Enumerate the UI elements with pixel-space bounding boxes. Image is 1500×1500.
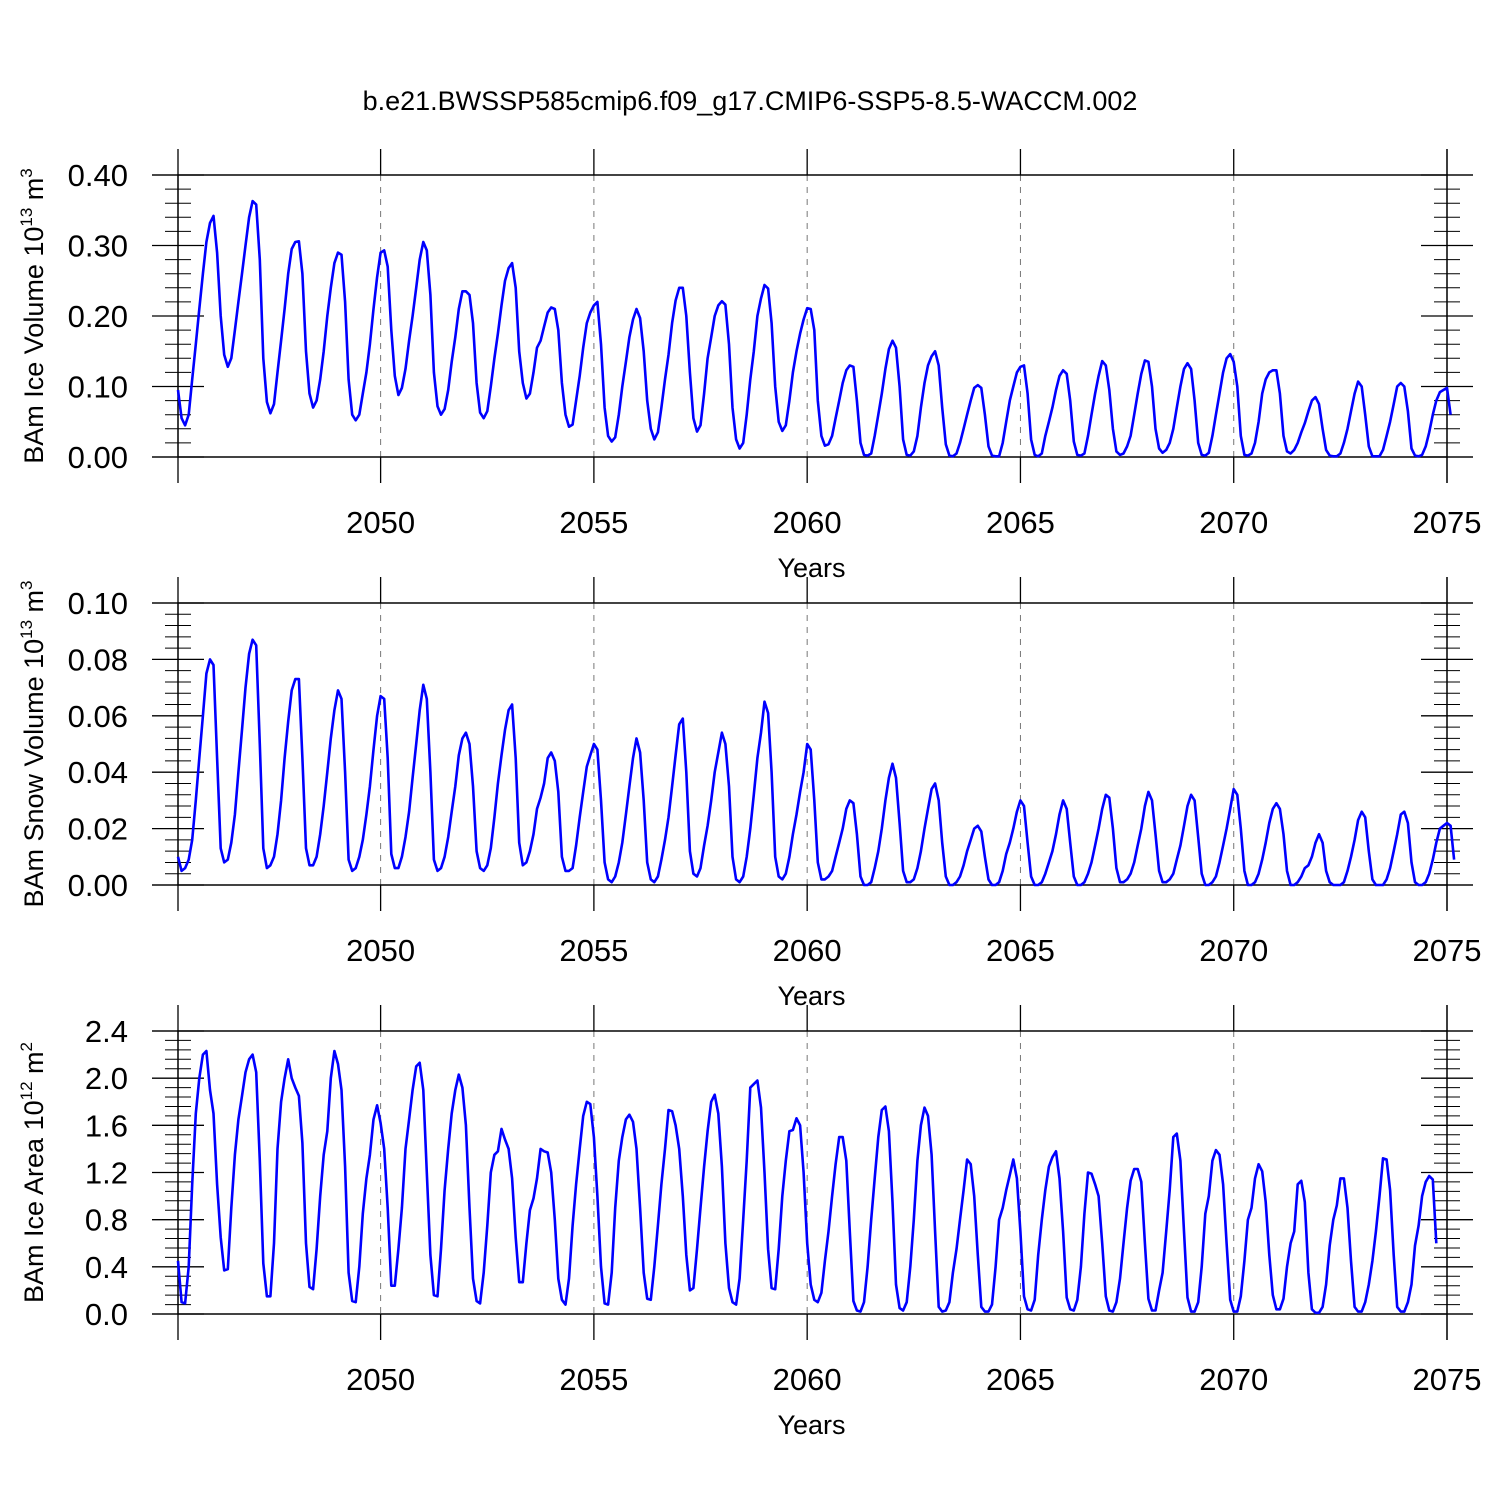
series-line (176, 199, 1452, 458)
panel-ice-area: 0.0 0.4 0.8 1.2 1.6 2.0 2.4 2050 2055 2060 2065 207… (17, 1005, 1481, 1440)
y-tick-label: 0.4 (85, 1250, 128, 1285)
x-tick-label: 2065 (986, 933, 1055, 968)
x-tick-label: 2060 (773, 933, 842, 968)
y-axis-label: BAm Ice Volume 1013 m3 (17, 168, 49, 464)
y-axis-label: BAm Snow Volume 1013 m3 (17, 580, 49, 907)
y-tick-label: 2.0 (85, 1061, 128, 1096)
x-axis-label: Years (777, 553, 845, 583)
y-tick-label: 0.00 (68, 868, 128, 903)
y-tick-label: 0.10 (68, 586, 128, 621)
x-tick-label: 2075 (1413, 1362, 1482, 1397)
x-tick-label: 2065 (986, 505, 1055, 540)
series-line (176, 638, 1456, 887)
panel-snow-volume: 0.00 0.02 0.04 0.06 0.08 0.10 2050 2055 2060 2065… (17, 577, 1481, 1011)
y-tick-label: 0.02 (68, 812, 128, 847)
x-tick-label: 2060 (773, 505, 842, 540)
x-tick-label: 2050 (346, 933, 415, 968)
x-axis-label: Years (777, 981, 845, 1011)
y-tick-label: 0.10 (68, 370, 128, 405)
x-tick-label: 2075 (1413, 505, 1482, 540)
series-line (176, 1049, 1438, 1315)
x-axis-label: Years (777, 1410, 845, 1440)
y-tick-label: 1.6 (85, 1108, 128, 1143)
x-tick-label: 2070 (1199, 1362, 1268, 1397)
x-tick-label: 2070 (1199, 505, 1268, 540)
y-tick-label: 0.04 (68, 755, 128, 790)
plot-frame (177, 602, 1448, 886)
x-tick-label: 2055 (559, 933, 628, 968)
y-tick-label: 0.20 (68, 299, 128, 334)
panel-ice-volume: 0.00 0.10 0.20 0.30 0.40 2050 2055 2060 2065 2070… (17, 149, 1481, 583)
x-tick-label: 2070 (1199, 933, 1268, 968)
y-axis-label: BAm Ice Area 1012 m2 (17, 1042, 49, 1303)
x-tick-label: 2065 (986, 1362, 1055, 1397)
y-tick-label: 0.0 (85, 1297, 128, 1332)
figure-title: b.e21.BWSSP585cmip6.f09_g17.CMIP6-SSP5-8… (362, 86, 1138, 116)
y-tick-label: 0.40 (68, 158, 128, 193)
x-tick-label: 2075 (1413, 933, 1482, 968)
y-tick-label: 0.30 (68, 229, 128, 264)
y-tick-label: 0.00 (68, 440, 128, 475)
x-tick-label: 2050 (346, 505, 415, 540)
y-tick-label: 2.4 (85, 1014, 128, 1049)
x-tick-label: 2055 (559, 1362, 628, 1397)
y-tick-label: 1.2 (85, 1156, 128, 1191)
y-tick-label: 0.8 (85, 1203, 128, 1238)
y-tick-label: 0.08 (68, 642, 128, 677)
y-tick-label: 0.06 (68, 699, 128, 734)
x-tick-label: 2055 (559, 505, 628, 540)
x-tick-label: 2060 (773, 1362, 842, 1397)
x-tick-label: 2050 (346, 1362, 415, 1397)
